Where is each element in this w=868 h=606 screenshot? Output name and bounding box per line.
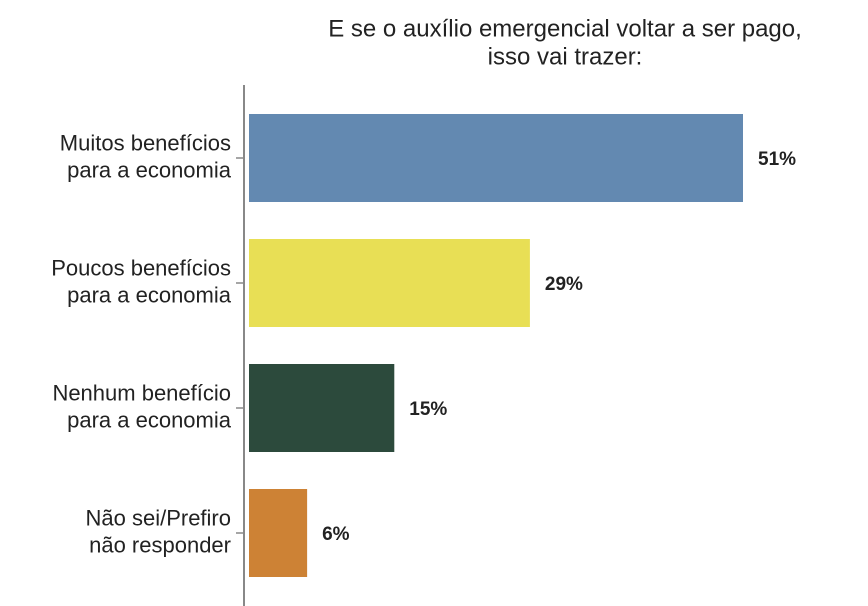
category-label: para a economia <box>67 157 232 182</box>
category-label: Poucos benefícios <box>51 255 231 280</box>
category-label: Não sei/Prefiro <box>85 505 231 530</box>
bar <box>249 489 308 577</box>
category-label: Nenhum benefício <box>52 380 231 405</box>
value-label: 15% <box>409 399 447 420</box>
bar <box>249 239 530 327</box>
category-label: Muitos benefícios <box>60 130 231 155</box>
value-label: 6% <box>322 524 350 545</box>
bar <box>249 364 395 452</box>
category-label: não responder <box>89 532 231 557</box>
category-label: para a economia <box>67 407 232 432</box>
value-label: 51% <box>758 149 796 170</box>
chart-title: E se o auxílio emergencial voltar a ser … <box>328 15 802 42</box>
chart-title: isso vai trazer: <box>488 43 643 70</box>
category-label: para a economia <box>67 282 232 307</box>
bar <box>249 114 743 202</box>
value-label: 29% <box>545 274 583 295</box>
